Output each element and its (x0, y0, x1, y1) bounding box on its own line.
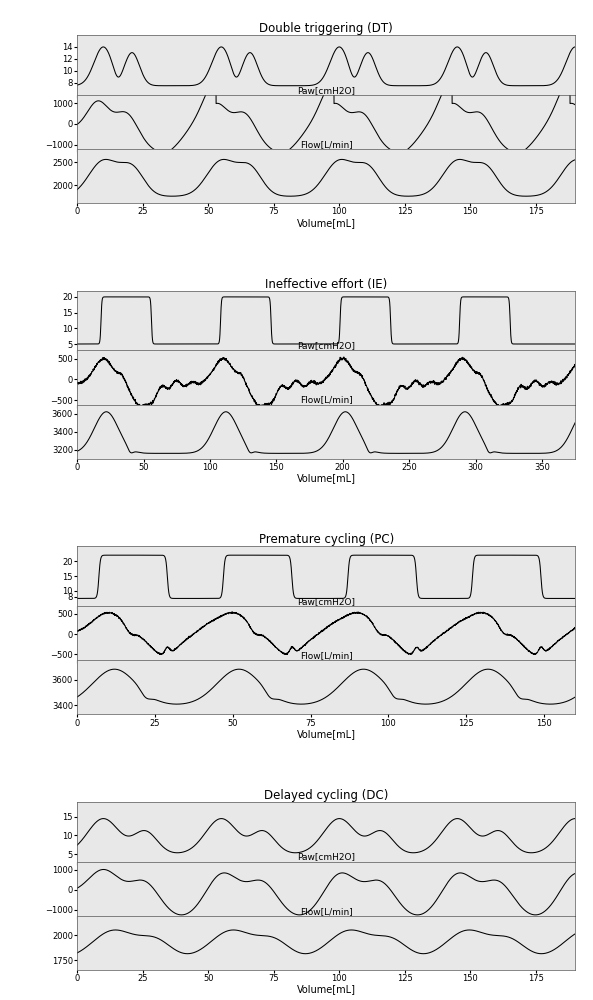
Text: Flow[L/min]: Flow[L/min] (300, 396, 352, 405)
X-axis label: Volume[mL]: Volume[mL] (296, 729, 356, 739)
Title: Ineffective effort (IE): Ineffective effort (IE) (265, 278, 387, 291)
Title: Delayed cycling (DC): Delayed cycling (DC) (264, 789, 388, 802)
Text: Flow[L/min]: Flow[L/min] (300, 907, 352, 916)
Title: Premature cycling (PC): Premature cycling (PC) (259, 533, 394, 546)
Text: Flow[L/min]: Flow[L/min] (300, 651, 352, 660)
X-axis label: Volume[mL]: Volume[mL] (296, 985, 356, 995)
Text: Flow[L/min]: Flow[L/min] (300, 140, 352, 149)
Text: Paw[cmH2O]: Paw[cmH2O] (297, 853, 355, 862)
Text: Paw[cmH2O]: Paw[cmH2O] (297, 86, 355, 95)
Text: Paw[cmH2O]: Paw[cmH2O] (297, 341, 355, 350)
Text: Paw[cmH2O]: Paw[cmH2O] (297, 597, 355, 606)
X-axis label: Volume[mL]: Volume[mL] (296, 473, 356, 483)
Title: Double triggering (DT): Double triggering (DT) (259, 22, 393, 35)
X-axis label: Volume[mL]: Volume[mL] (296, 218, 356, 228)
